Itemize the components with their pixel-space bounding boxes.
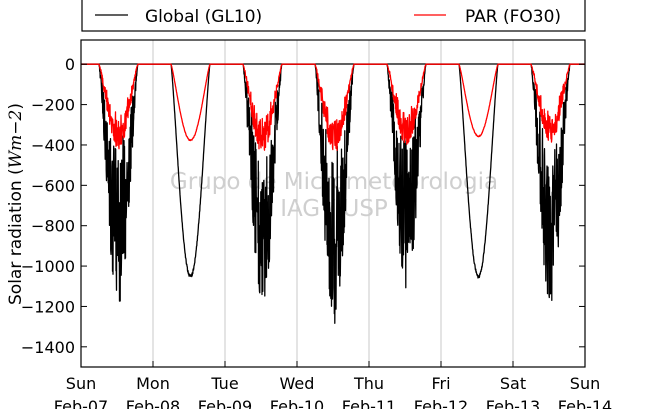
series-line-par xyxy=(80,63,586,151)
legend-label-global: Global (GL10) xyxy=(145,7,262,27)
x-tick-label-date: Feb-11 xyxy=(342,397,396,409)
legend-label-par: PAR (FO30) xyxy=(465,7,561,27)
series-line-global xyxy=(80,63,586,324)
y-axis: 0 −200 −400 −600 −800 −1000 −1200 −1400 xyxy=(21,55,585,357)
y-tick-label: −400 xyxy=(31,136,75,155)
x-tick-label-day: Sun xyxy=(570,374,600,393)
grid-lines xyxy=(152,40,514,367)
y-tick-label: −800 xyxy=(31,217,75,236)
x-tick-label-day: Sun xyxy=(66,374,96,393)
legend-box xyxy=(81,0,586,32)
x-tick-label-date: Feb-09 xyxy=(198,397,252,409)
y-tick-label: −200 xyxy=(31,96,75,115)
x-tick-label-day: Thu xyxy=(353,374,384,393)
x-tick-label-date: Feb-08 xyxy=(126,397,180,409)
y-tick-label: −1200 xyxy=(21,297,75,316)
x-tick-label-date: Feb-14 xyxy=(558,397,612,409)
y-tick-label: −1400 xyxy=(21,338,75,357)
x-tick-label-day: Tue xyxy=(210,374,238,393)
y-tick-label: −1000 xyxy=(21,257,75,276)
x-tick-label-day: Fri xyxy=(431,374,450,393)
legend: Global (GL10) PAR (FO30) xyxy=(81,0,586,32)
x-tick-label-day: Wed xyxy=(280,374,315,393)
x-tick-label-date: Feb-13 xyxy=(486,397,540,409)
x-tick-label-date: Feb-10 xyxy=(270,397,324,409)
y-tick-label: −600 xyxy=(31,176,75,195)
x-axis: Sun Feb-07 Mon Feb-08 Tue Feb-09 Wed Feb-10 Thu F… xyxy=(54,361,612,409)
x-tick-label-date: Feb-12 xyxy=(414,397,468,409)
y-axis-label: Solar radiation (Wm−2) xyxy=(6,103,26,305)
x-tick-label-date: Feb-07 xyxy=(54,397,108,409)
x-tick-label-day: Sat xyxy=(500,374,526,393)
y-tick-label: 0 xyxy=(65,55,75,74)
series-group xyxy=(80,63,586,324)
plot-frame xyxy=(80,39,586,368)
x-tick-label-day: Mon xyxy=(136,374,170,393)
